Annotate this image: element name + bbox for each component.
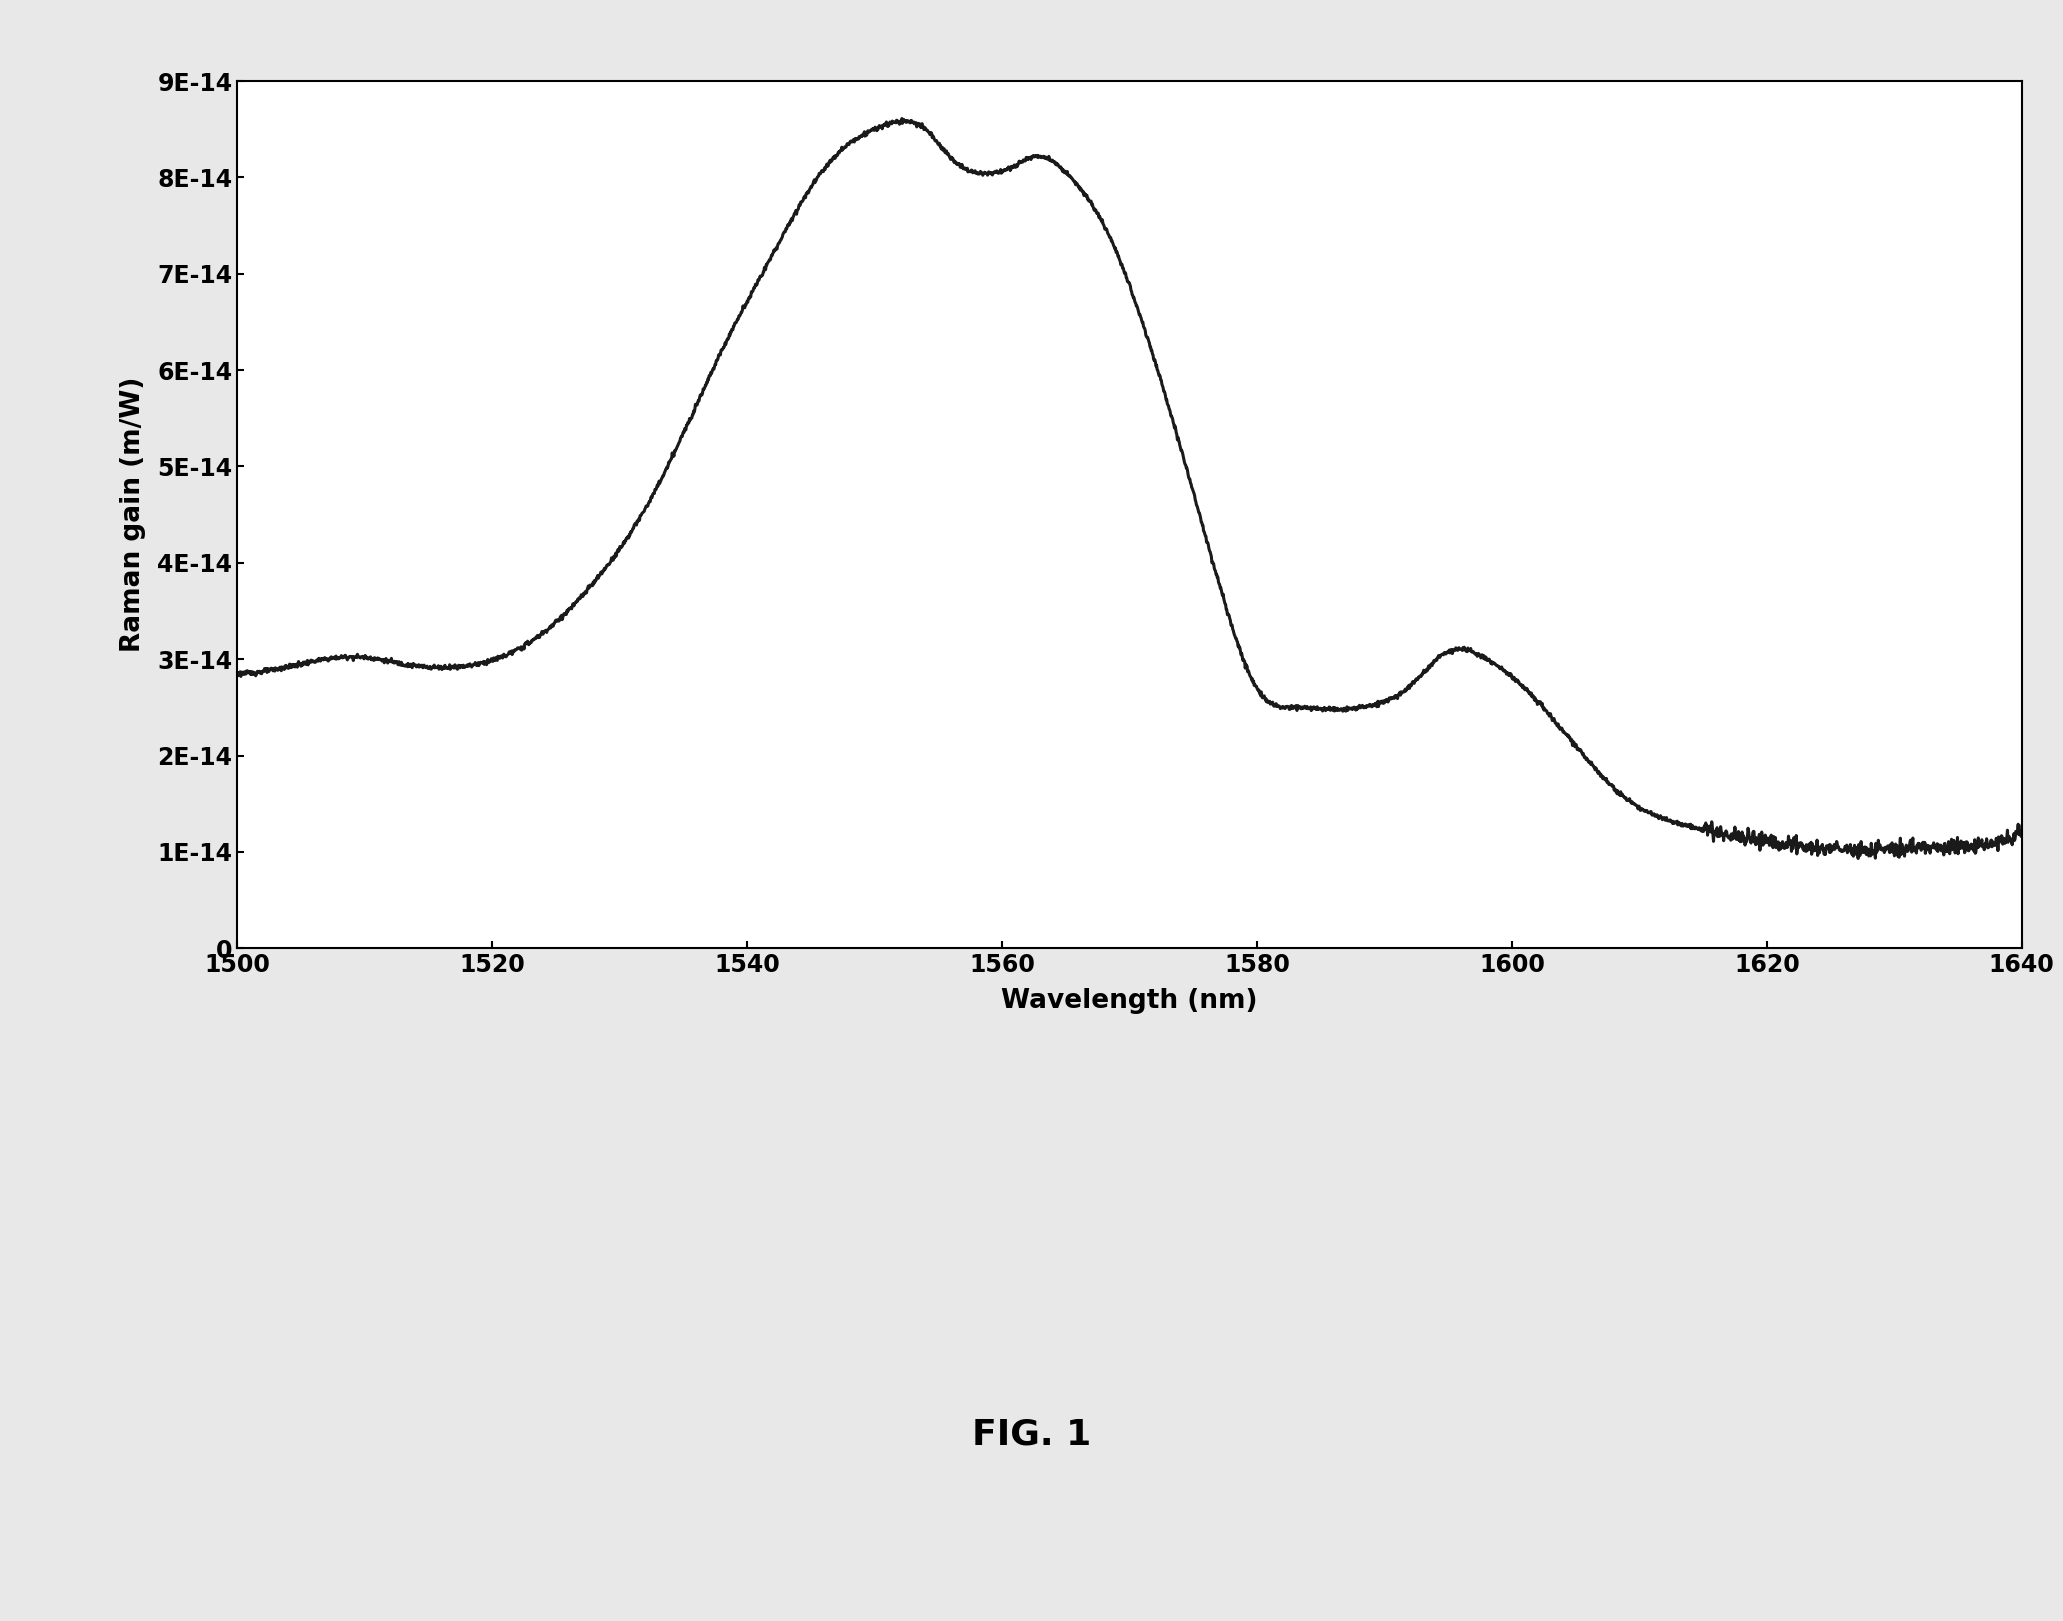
- X-axis label: Wavelength (nm): Wavelength (nm): [1001, 989, 1258, 1015]
- Y-axis label: Raman gain (m/W): Raman gain (m/W): [120, 378, 146, 652]
- Text: FIG. 1: FIG. 1: [972, 1418, 1091, 1451]
